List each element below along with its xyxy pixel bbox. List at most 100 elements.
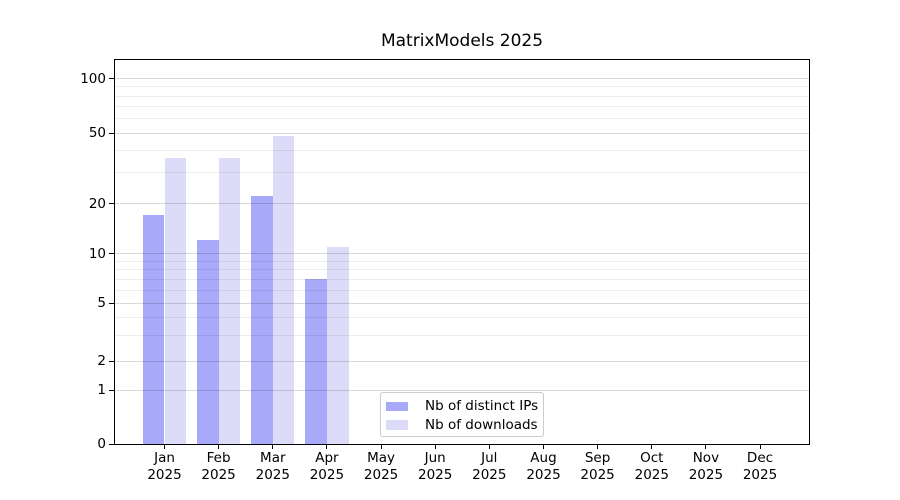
x-tick-mark-jun [434,445,436,449]
x-tick-year: 2025 [147,466,182,483]
x-tick-year: 2025 [526,466,561,483]
gridline-major-50 [115,132,809,134]
gridline-major-10 [115,253,809,254]
bar-distinct-ips-feb [197,240,219,444]
bar-distinct-ips-jan [142,215,165,444]
x-tick-label-may: May 2025 [364,450,398,483]
y-tick-label-0: 0 [97,436,106,452]
x-tick-month: Feb [206,450,231,466]
gridline-major-1 [115,389,809,391]
x-tick-month: May [367,450,396,466]
x-tick-label-aug: Aug 2025 [526,450,560,483]
x-tick-year: 2025 [472,466,507,483]
gridline-minor-80 [115,95,809,97]
x-tick-month: Jun [424,450,446,466]
x-tick-label-feb: Feb 2025 [201,450,235,483]
x-tick-month: Jul [481,450,498,466]
gridline-minor-70 [115,106,809,107]
x-tick-label-apr: Apr 2025 [310,450,344,483]
gridline-minor-7 [115,278,809,280]
y-tick-label-10: 10 [88,245,106,262]
x-tick-mark-oct [651,445,653,449]
gridline-minor-30 [115,171,809,173]
y-tick-label-2: 2 [97,353,106,369]
x-tick-year: 2025 [201,466,236,483]
x-tick-label-jan: Jan 2025 [147,450,181,483]
y-tick-mark-20 [109,203,114,204]
x-tick-mark-aug [543,445,544,449]
legend-entry-distinct-ips: Nb of distinct IPs [386,397,543,416]
gridline-major-20 [115,203,809,204]
gridline-minor-8 [115,268,809,270]
gridline-minor-3 [115,334,809,336]
x-tick-label-jul: Jul 2025 [472,450,506,483]
y-tick-mark-2 [109,360,114,362]
x-tick-year: 2025 [742,466,778,483]
bar-downloads-mar [272,136,295,444]
x-tick-mark-nov [705,445,707,449]
legend-label-downloads: Nb of downloads [425,416,538,433]
x-tick-month: Jan [154,450,175,466]
x-tick-mark-mar [272,445,274,449]
x-tick-label-mar: Mar 2025 [256,450,290,483]
gridline-minor-60 [115,118,809,120]
y-tick-mark-5 [109,302,114,304]
bar-downloads-apr [326,246,349,444]
x-tick-label-sep: Sep 2025 [580,450,614,483]
x-tick-year: 2025 [634,466,669,483]
x-tick-year: 2025 [309,466,345,483]
y-tick-mark-0 [109,443,114,445]
x-tick-mark-jul [488,445,490,449]
x-tick-year: 2025 [580,466,615,483]
legend-label-distinct-ips: Nb of distinct IPs [425,398,539,415]
plot-area [114,59,810,445]
x-tick-month: Apr [315,450,339,466]
x-tick-mark-jan [164,445,165,449]
legend-swatch-distinct-ips [386,401,408,411]
x-tick-mark-dec [759,445,761,449]
legend-entry-downloads: Nb of downloads [386,416,543,435]
y-tick-mark-1 [109,389,114,391]
y-tick-label-1: 1 [97,382,106,398]
bar-downloads-jan [164,158,187,444]
y-tick-label-50: 50 [88,125,106,141]
x-tick-label-oct: Oct 2025 [635,450,669,483]
x-tick-month: Dec [746,450,774,466]
x-tick-year: 2025 [418,466,453,483]
x-tick-year: 2025 [255,466,290,483]
bar-downloads-feb [218,158,241,444]
x-tick-label-nov: Nov 2025 [689,450,723,483]
x-tick-label-jun: Jun 2025 [418,450,452,483]
x-tick-mark-sep [597,445,599,449]
y-tick-label-100: 100 [80,70,106,87]
gridline-minor-6 [115,289,809,291]
gridline-major-5 [115,302,809,304]
x-tick-label-dec: Dec 2025 [743,450,777,483]
x-tick-month: Sep [584,450,611,466]
chart-title: MatrixModels 2025 [380,31,544,51]
y-tick-label-5: 5 [97,295,106,311]
x-tick-mark-may [380,445,382,449]
legend: Nb of distinct IPs Nb of downloads [380,392,544,437]
x-tick-year: 2025 [363,466,399,483]
legend-swatch-downloads [386,420,408,430]
x-tick-mark-feb [218,445,220,449]
gridline-minor-4 [115,316,809,318]
x-tick-month: Nov [692,450,720,466]
y-tick-mark-50 [109,132,114,134]
x-tick-month: Aug [530,450,557,466]
x-tick-month: Mar [260,450,286,466]
gridline-major-100 [115,78,809,79]
y-tick-label-20: 20 [88,195,106,212]
gridline-major-2 [115,360,809,362]
gridline-minor-9 [115,260,809,262]
bar-distinct-ips-apr [305,279,327,444]
gridline-minor-40 [115,149,809,151]
x-tick-mark-apr [326,445,328,449]
gridline-minor-90 [115,86,809,88]
x-tick-month: Oct [640,450,664,466]
y-tick-mark-10 [109,253,114,254]
y-tick-mark-100 [109,78,114,79]
x-tick-year: 2025 [688,466,724,483]
